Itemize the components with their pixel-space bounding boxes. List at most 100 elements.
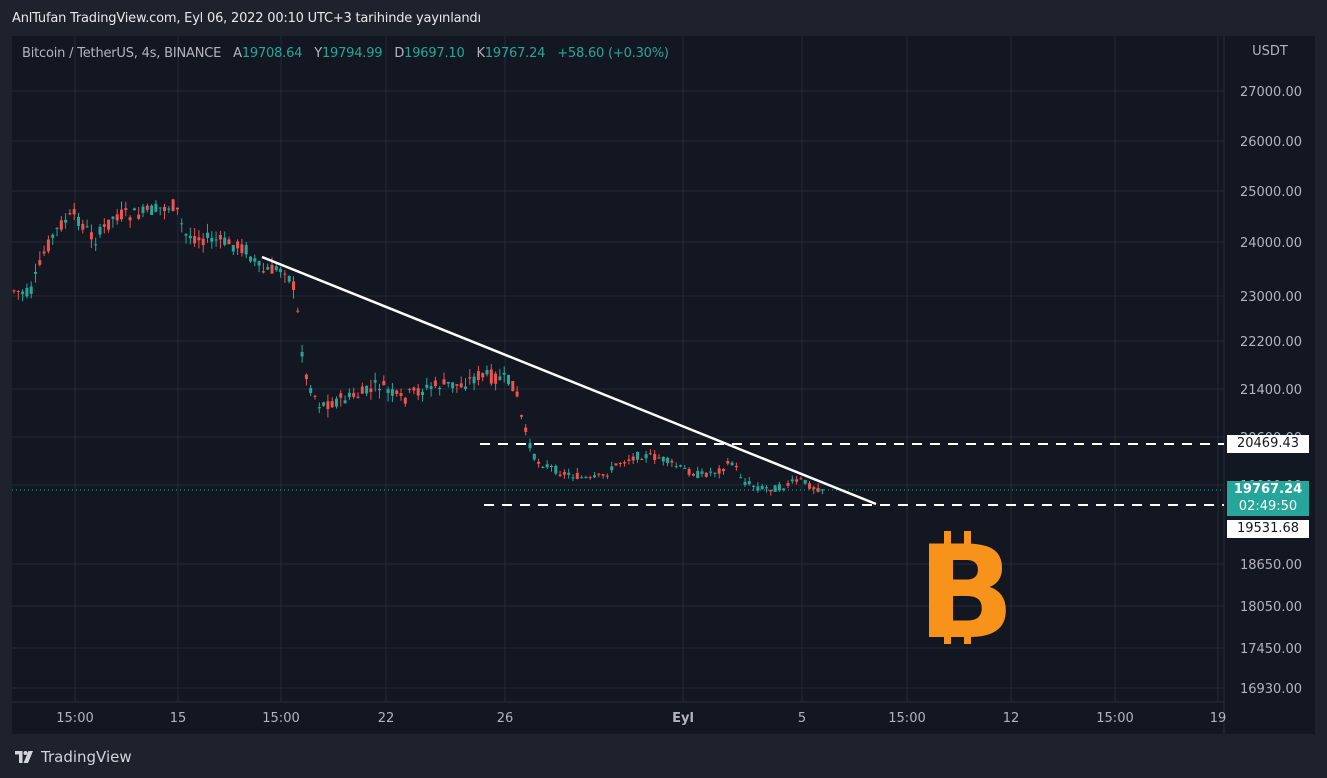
candle-body [330,401,334,408]
candle-body [171,199,175,211]
candle-body [558,474,562,476]
candle-body [369,388,373,393]
tradingview-brand[interactable]: TradingView [12,748,132,766]
change-value: +58.60 (+0.30%) [557,46,669,61]
candle-body [292,281,295,290]
candle-body [261,271,265,273]
candle-body [773,485,777,492]
candle-body [687,469,691,475]
candle-body [666,457,670,464]
candle-body [188,235,192,239]
candle-body [240,244,244,254]
candle-body [554,465,558,474]
candle-body [257,261,261,266]
candle-body [115,214,119,221]
candle-body [81,223,85,230]
candle-body [524,427,528,432]
trendline[interactable] [261,255,877,506]
low-label: D [394,46,405,61]
candle-body [812,487,816,490]
candle-body [270,264,274,274]
chart-pane[interactable] [12,36,1315,734]
candle-body [167,208,171,210]
bitcoin-logo-icon: B [917,519,1015,668]
candle-body [726,460,730,464]
time-tick: 12 [1003,711,1020,726]
candle-body [498,376,502,380]
candle-body [304,374,308,380]
last-price-value: 19767.24 [1233,482,1303,497]
candle-body [360,386,364,394]
candle-body [180,223,184,225]
candle-body [489,369,493,384]
candle-body [317,407,321,409]
symbol-legend: Bitcoin / TetherUS, 4s, BINANCE A19708.6… [22,46,669,61]
candle-body [313,395,317,397]
candle-body [468,377,472,379]
candle-body [820,489,824,491]
candle-body [743,482,747,485]
bar-countdown: 02:49:50 [1238,499,1298,514]
candle-body [485,370,489,375]
candle-body [98,226,102,235]
candle-body [227,239,231,245]
candle-body [580,477,584,479]
price-tick: 18650.00 [1240,558,1302,573]
candle-body [442,379,446,385]
candle-body [747,481,751,485]
candle-body [378,388,381,391]
candle-body [218,234,222,240]
candle-body [21,291,25,295]
candle-body [507,374,510,385]
open-value: 19708.64 [241,46,303,61]
candle-body [231,245,235,252]
time-tick: 26 [497,711,514,726]
candle-body [163,206,166,212]
candle-body [795,479,799,482]
candle-body [790,479,794,482]
candle-body [72,209,76,215]
candle-body [390,389,394,396]
candle-body [455,384,459,386]
time-tick: 15:00 [56,711,93,726]
candle-body [352,392,356,397]
candle-body [610,466,614,471]
low-value: 19697.10 [404,46,465,61]
candle-body [373,380,377,383]
candle-body [476,371,480,381]
candles-layer [12,198,824,496]
candle-body [59,220,63,230]
candle-body [782,488,786,491]
candle-body [567,472,571,475]
candle-body [670,460,674,463]
candle-body [464,386,467,389]
candle-body [653,454,657,460]
candle-body [803,479,807,484]
price-tick: 24000.00 [1240,236,1302,251]
candle-body [120,209,123,220]
candle-body [765,487,768,489]
candle-body [64,219,68,223]
candle-body [175,207,179,210]
candle-body [51,234,55,238]
candle-body [356,396,360,398]
candle-body [158,207,162,209]
candle-body [382,380,386,386]
candle-body [700,471,704,474]
candle-body [223,237,227,245]
candle-body [631,456,635,461]
candle-body [386,389,390,393]
candle-body [425,384,429,388]
candle-body [193,236,197,244]
candle-body [85,226,89,228]
candle-body [77,216,80,226]
candle-body [150,205,154,216]
candle-body [722,469,725,472]
candle-body [717,468,721,474]
candle-body [575,472,579,479]
candle-body [739,477,743,479]
open-label: A [233,46,242,61]
candle-body [674,466,678,468]
candle-body [141,206,145,213]
candle-body [29,286,33,294]
